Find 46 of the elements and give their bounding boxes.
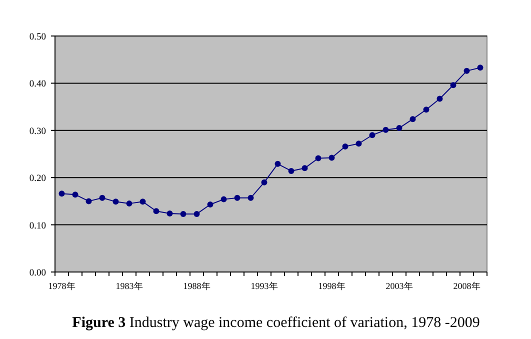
point — [207, 202, 214, 208]
point — [99, 194, 106, 201]
point — [356, 140, 362, 147]
text: Figure 3 Industry wage income coefficient of variation, 1978 -2009 — [72, 315, 480, 331]
point — [126, 200, 132, 207]
point — [153, 208, 160, 214]
point — [328, 154, 335, 161]
x-tick-label: 2008年 — [453, 281, 480, 291]
point — [248, 194, 254, 201]
point — [396, 125, 402, 132]
point — [423, 106, 430, 113]
point — [342, 143, 348, 150]
point — [112, 198, 119, 205]
point — [220, 196, 227, 202]
x-tick-label: 1978年 — [48, 281, 76, 291]
point — [315, 155, 322, 162]
point — [369, 132, 376, 138]
x-tick-label: 1998年 — [318, 281, 346, 291]
x-tick-label: 2003年 — [386, 281, 413, 291]
y-tick-label: 0.40 — [29, 80, 46, 90]
x-tick-label: 1983年 — [116, 281, 143, 291]
point — [302, 165, 308, 172]
point — [234, 194, 240, 201]
point — [477, 64, 484, 71]
y-tick-label: 0.30 — [29, 126, 46, 137]
y-tick-label: 0.50 — [29, 32, 46, 42]
point — [58, 190, 65, 197]
point — [180, 210, 186, 217]
point — [410, 116, 416, 122]
point — [436, 96, 443, 102]
point — [166, 210, 173, 216]
point — [86, 198, 92, 204]
y-tick-label: 0.20 — [29, 174, 46, 184]
y-tick-label: 0.10 — [29, 221, 46, 232]
point — [288, 168, 294, 174]
point — [464, 68, 470, 74]
point — [450, 82, 456, 88]
point — [382, 126, 389, 133]
point — [274, 160, 281, 167]
x-tick-label: 1988年 — [183, 281, 210, 291]
y-tick-label: 0.00 — [29, 268, 46, 278]
point — [140, 198, 146, 205]
point — [194, 210, 200, 217]
point — [261, 179, 268, 186]
point — [72, 192, 78, 198]
x-tick-label: 1993年 — [250, 281, 278, 291]
